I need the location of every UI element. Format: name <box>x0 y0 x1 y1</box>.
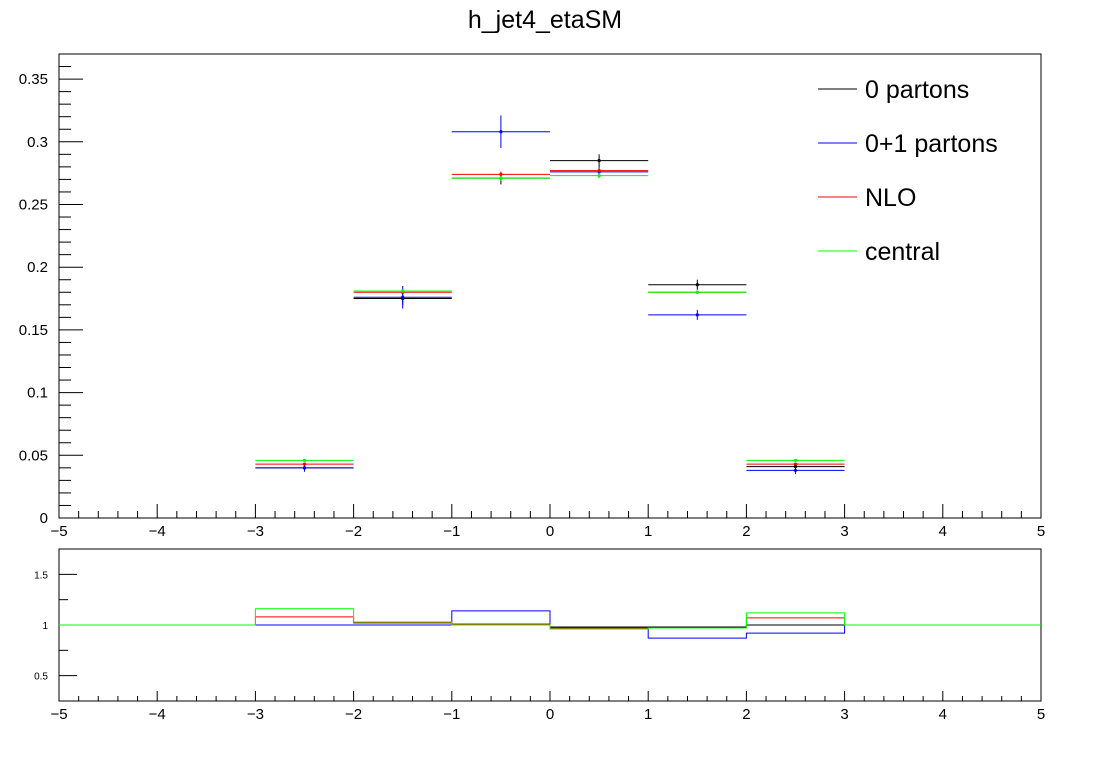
main-y-tick-label: 0 <box>40 510 48 527</box>
main-x-tick-label: −4 <box>149 523 166 540</box>
series-0-1-partons <box>255 115 845 475</box>
ratio-x-tick-label: −5 <box>50 706 67 723</box>
data-point <box>695 283 699 287</box>
ratio-x-tick-label: 2 <box>742 706 750 723</box>
main-y-tick-label: 0.35 <box>19 71 48 88</box>
main-x-tick-label: −2 <box>345 523 362 540</box>
ratio-y-tick-labels: 0.5 1 1.5 <box>34 570 48 682</box>
main-x-tick-label: −3 <box>247 523 264 540</box>
ratio-x-tick-label: −4 <box>149 706 166 723</box>
main-y-tick-label: 0.05 <box>19 447 48 464</box>
ratio-x-tick-label: −1 <box>443 706 460 723</box>
main-x-tick-label: 5 <box>1037 523 1045 540</box>
legend: 0 partons 0+1 partons NLO central <box>818 76 998 266</box>
ratio-x-tick-label: −2 <box>345 706 362 723</box>
data-point <box>695 313 699 317</box>
series-central <box>255 173 845 462</box>
data-point <box>695 290 699 294</box>
data-point <box>302 462 307 466</box>
main-x-tick-label: 4 <box>939 523 947 540</box>
main-y-tick-label: 0.15 <box>19 322 48 339</box>
data-point <box>499 130 503 134</box>
ratio-x-tick-label: 5 <box>1037 706 1045 723</box>
ratio-y-tick-label: 0.5 <box>34 672 48 683</box>
ratio-y-tick-label: 1.5 <box>34 570 48 581</box>
data-point <box>597 158 601 163</box>
data-point <box>793 458 798 462</box>
chart-title: h_jet4_etaSM <box>468 6 622 34</box>
ratio-y-tick-label: 1 <box>42 621 48 632</box>
legend-label: NLO <box>865 184 916 212</box>
main-x-tick-label: 3 <box>840 523 848 540</box>
legend-label: central <box>865 238 940 266</box>
legend-label: 0+1 partons <box>865 130 998 158</box>
data-point <box>302 466 307 470</box>
ratio-x-tick-label: 4 <box>939 706 947 723</box>
main-x-tick-label: 2 <box>742 523 750 540</box>
main-y-tick-label: 0.2 <box>27 259 48 276</box>
ratio-step-central <box>59 608 1041 630</box>
data-point <box>597 169 601 173</box>
data-point <box>401 295 405 299</box>
main-x-tick-label: −5 <box>50 523 67 540</box>
main-y-tick-label: 0.1 <box>27 385 48 402</box>
data-point <box>302 458 307 462</box>
main-axis-ticks <box>58 53 1042 519</box>
main-series-marks <box>255 115 845 475</box>
main-y-tick-label: 0.25 <box>19 196 48 213</box>
ratio-x-tick-labels: −5 −4 −3 −2 −1 0 1 2 3 4 5 <box>50 706 1045 723</box>
ratio-series-marks <box>59 608 1041 639</box>
series-0-partons <box>255 154 845 472</box>
main-x-tick-label: 0 <box>546 523 554 540</box>
ratio-x-tick-label: 1 <box>644 706 652 723</box>
data-point <box>499 176 503 180</box>
data-point <box>401 289 405 293</box>
legend-label: 0 partons <box>865 76 969 104</box>
ratio-x-tick-label: 0 <box>546 706 554 723</box>
ratio-step-nlo <box>59 616 1041 629</box>
ratio-x-tick-label: −3 <box>247 706 264 723</box>
main-x-tick-label: −1 <box>443 523 460 540</box>
main-x-tick-label: 1 <box>644 523 652 540</box>
series-nlo <box>255 168 845 466</box>
ratio-x-tick-label: 3 <box>840 706 848 723</box>
main-x-tick-labels: −5 −4 −3 −2 −1 0 1 2 3 4 5 <box>50 523 1045 540</box>
data-point <box>597 174 601 178</box>
data-point <box>793 468 798 472</box>
main-y-tick-label: 0.3 <box>27 134 48 151</box>
data-point <box>499 172 503 176</box>
main-y-tick-labels: 0 0.05 0.1 0.15 0.2 0.25 0.3 0.35 <box>19 71 48 527</box>
main-plot-frame <box>58 53 1042 519</box>
data-point <box>793 462 798 466</box>
